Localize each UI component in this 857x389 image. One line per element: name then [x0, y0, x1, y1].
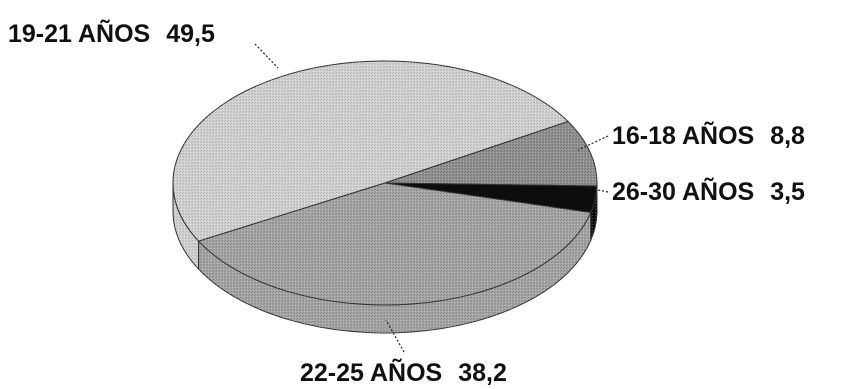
leader-lines — [254, 43, 609, 353]
slice-label-16-18: 16-18 AÑOS 8,8 — [612, 120, 805, 150]
pie-slice-texture — [198, 183, 591, 306]
slice-label-22-25: 22-25 AÑOS 38,2 — [300, 357, 507, 387]
pie-side-texture — [198, 212, 591, 333]
leader-line-19-21-años — [254, 43, 279, 69]
pie-side-texture — [173, 183, 199, 270]
leader-line-16-18-años — [577, 135, 609, 151]
slice-label-19-21: 19-21 AÑOS 49,5 — [8, 18, 215, 48]
pie-slice-texture — [172, 60, 569, 242]
pie-slice-texture — [385, 121, 598, 186]
slice-label-26-30: 26-30 AÑOS 3,5 — [612, 176, 805, 206]
pie-side-layer — [172, 182, 598, 334]
leader-line-26-30-años — [587, 187, 609, 193]
pie-top-layer — [172, 60, 598, 306]
